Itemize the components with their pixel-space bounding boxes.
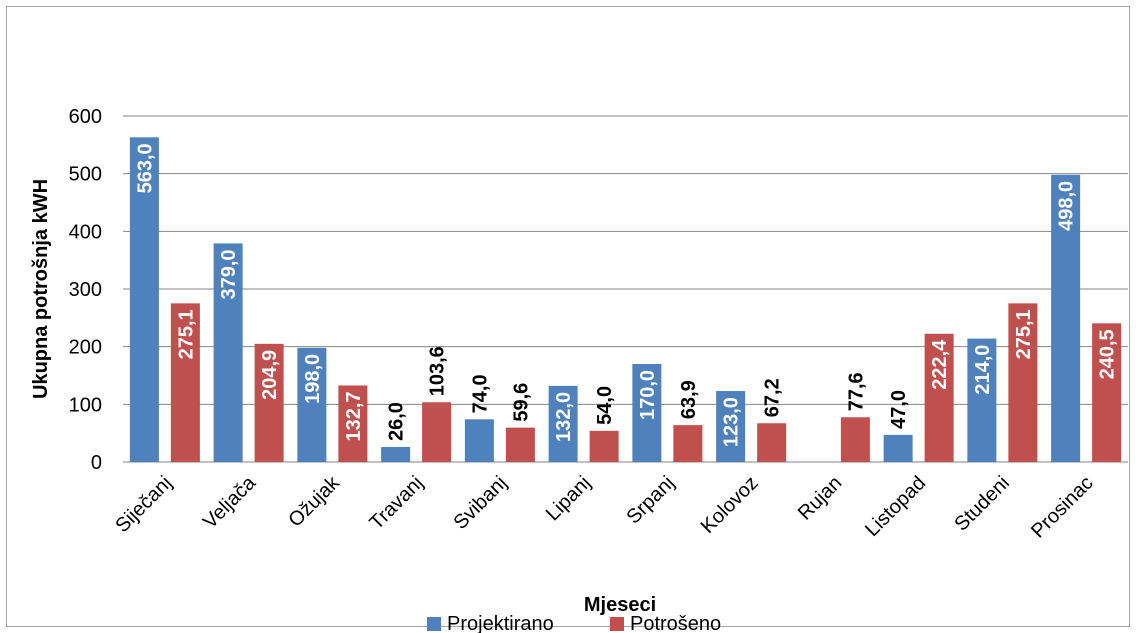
category-labels: Siječanj Veljača Ožujak Travanj Svibanj Lipan… [111,471,1097,542]
bar-potroseno [505,427,535,462]
data-label: 498,0 [1056,181,1078,231]
category-label: Svibanj [449,472,511,534]
bar-potroseno [254,343,284,462]
bar-projektirano [1051,174,1081,462]
category-label: Srpanj [622,472,678,528]
category-label: Veljača [199,471,261,533]
bar-potroseno [924,333,954,462]
y-tick-label: 100 [69,394,102,416]
data-label: 59,6 [510,383,532,422]
bar-potroseno [1092,323,1122,462]
category-label: Prosinac [1027,472,1098,543]
y-axis-title: Ukupna potrošnja kWH [30,179,52,399]
data-label: 563,0 [134,143,156,193]
y-tick-label: 300 [69,279,102,301]
category-label: Siječanj [111,472,176,537]
bar-projektirano [297,347,327,462]
y-tick-label: 0 [91,452,102,474]
bar-projektirano [632,363,662,462]
bar-projektirano [548,385,578,462]
bar-potroseno [1008,303,1038,462]
data-label: 132,0 [553,392,575,442]
data-label: 123,0 [721,397,743,447]
category-label: Lipanj [542,472,595,525]
gridlines [123,115,1128,463]
legend-label: Potrošeno [630,613,721,633]
bar-projektirano [129,137,159,462]
bar-projektirano [213,243,243,462]
bar-projektirano [381,447,411,462]
bar-potroseno [422,402,452,462]
bar-potroseno [840,417,870,462]
bar-projektirano [716,391,746,462]
category-label: Kolovoz [697,472,763,538]
data-label: 204,9 [259,350,281,400]
bar-potroseno [757,423,787,462]
bar-projektirano [967,338,997,462]
y-tick-label: 600 [69,106,102,128]
y-tick-label: 400 [69,221,102,243]
bar-projektirano [464,419,494,462]
legend-label: Projektirano [447,613,554,633]
data-label: 54,0 [594,386,616,425]
data-labels: 563,0 275,1 379,0 204,9 198,0 132,7 26,0 103,6 7… [134,143,1118,447]
data-label: 240,5 [1097,329,1119,379]
data-label: 67,2 [762,378,784,417]
category-label: Listopad [861,472,930,541]
data-label: 26,0 [386,402,408,441]
legend-swatch [610,617,624,631]
category-label: Travanj [365,472,427,534]
data-label: 275,1 [1013,309,1035,359]
data-label: 47,0 [888,390,910,429]
data-label: 170,0 [637,370,659,420]
data-label: 222,4 [929,339,951,390]
data-label: 77,6 [845,372,867,411]
x-axis-title: Mjeseci [584,594,656,616]
category-label: Rujan [794,472,847,525]
data-label: 63,9 [678,380,700,419]
legend: Projektirano Potrošeno [427,613,721,633]
data-label: 103,6 [427,346,449,396]
data-label: 379,0 [218,249,240,299]
legend-swatch [427,617,441,631]
bar-potroseno [170,303,200,462]
data-label: 198,0 [302,354,324,404]
y-tick-label: 200 [69,337,102,359]
category-label: Ožujak [284,471,344,531]
bars [129,137,1122,462]
bar-potroseno [589,430,619,462]
data-label: 74,0 [469,374,491,413]
bar-projektirano [883,434,913,462]
data-label: 275,1 [175,309,197,359]
bar-potroseno [673,425,703,462]
data-label: 214,0 [972,345,994,395]
category-label: Studeni [950,472,1014,536]
data-label: 132,7 [343,391,365,441]
y-tick-label: 500 [69,164,102,186]
y-tick-labels: 0 100 200 300 400 500 600 [69,106,102,474]
bar-potroseno [338,385,368,462]
